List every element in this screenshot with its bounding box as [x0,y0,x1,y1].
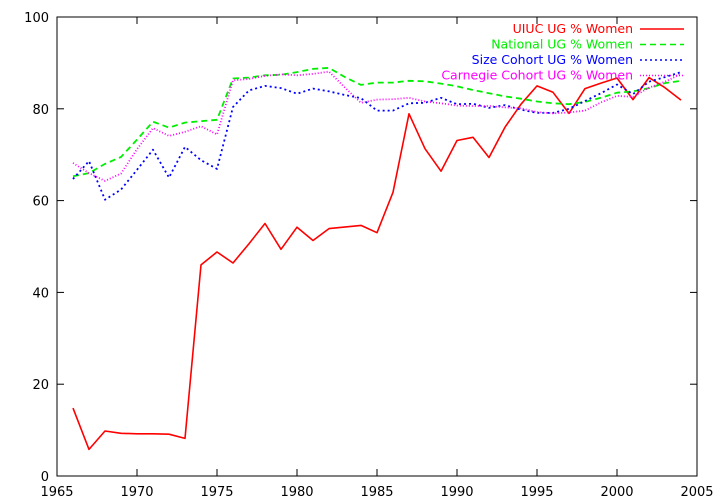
y-tick-label: 0 [41,470,49,485]
axis-tick-labels: 1965 1970 1975 1980 1985 1990 1995 2000 2005 0 20 4… [24,11,713,500]
plot-frame [56,16,698,477]
x-tick-label: 2000 [600,485,633,500]
legend-label: Carnegie Cohort UG % Women [441,68,633,83]
y-tick-label: 100 [24,11,49,26]
x-tick-label: 1965 [40,485,73,500]
y-tick-label: 60 [32,195,49,210]
legend-label: UIUC UG % Women [513,21,633,36]
legend-label: Size Cohort UG % Women [472,52,633,67]
x-tick-label: 1995 [520,485,553,500]
series-lines [72,67,682,451]
series-line [72,71,682,201]
x-tick-label: 1970 [120,485,153,500]
y-tick-label: 40 [32,286,49,301]
axis-ticks [56,16,698,477]
y-tick-label: 20 [32,378,49,393]
legend-label: National UG % Women [491,37,633,52]
x-tick-label: 1980 [280,485,313,500]
series-line [72,67,682,178]
series-line [72,76,682,451]
x-tick-label: 1975 [200,485,233,500]
y-tick-label: 80 [32,103,49,118]
x-tick-label: 2005 [680,485,713,500]
x-tick-label: 1985 [360,485,393,500]
x-tick-label: 1990 [440,485,473,500]
series-line [72,70,682,182]
